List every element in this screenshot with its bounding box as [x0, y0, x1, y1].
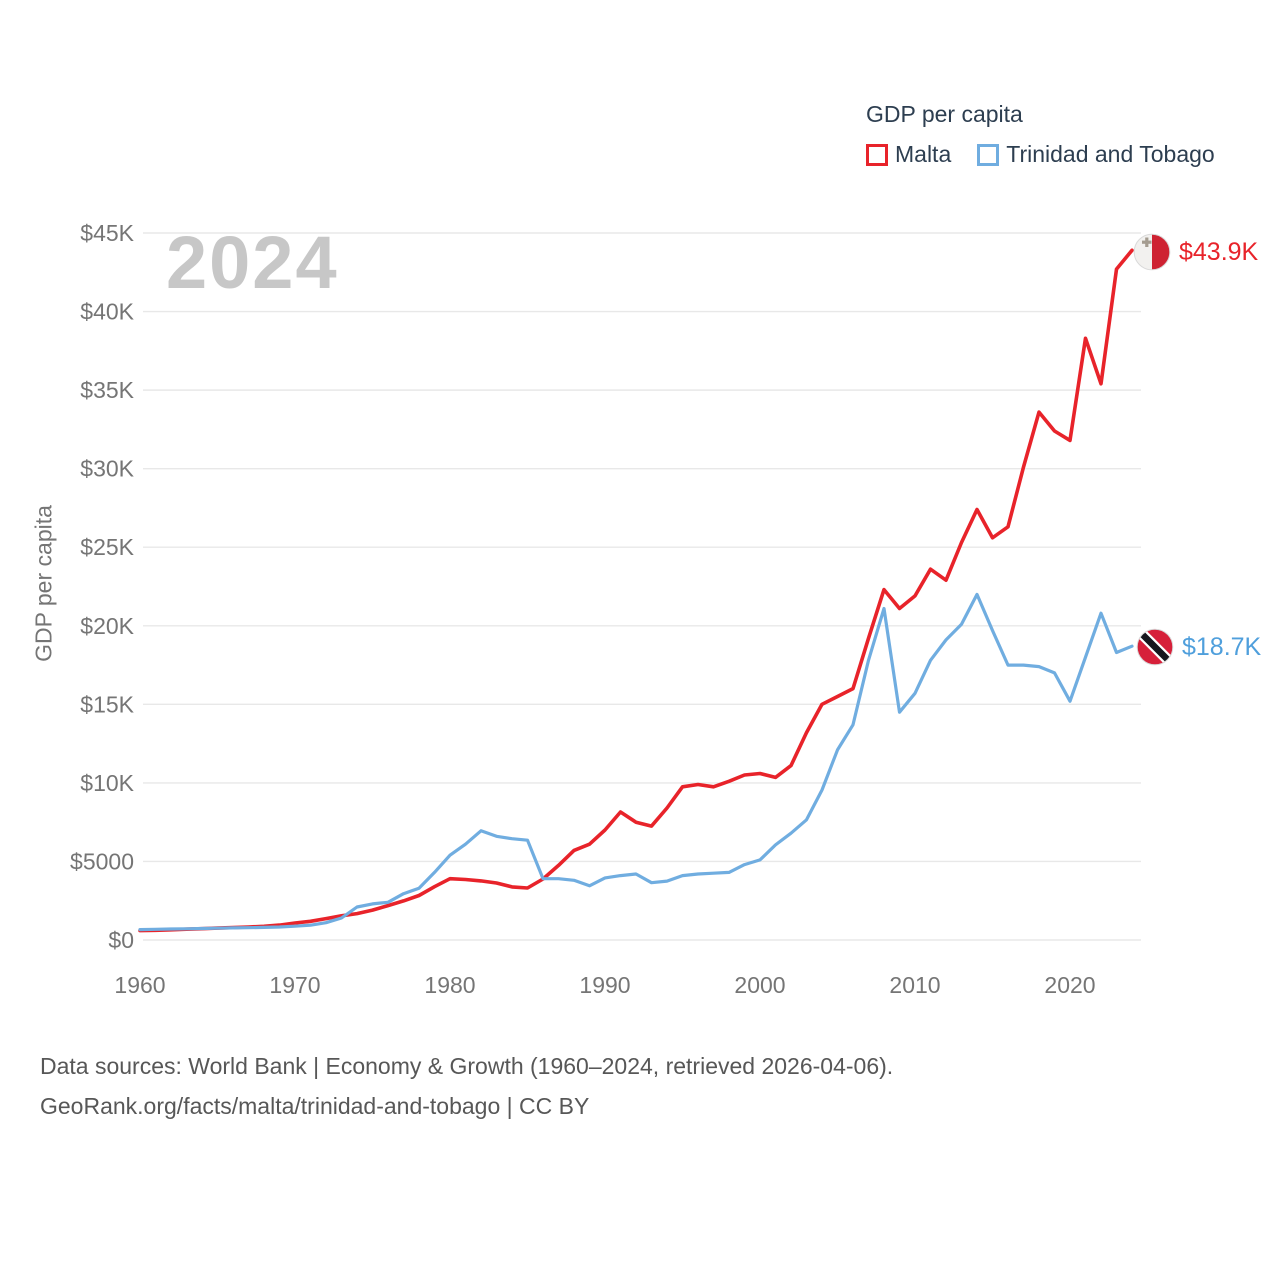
y-tick-label: $10K	[80, 770, 134, 796]
source-url-line: GeoRank.org/facts/malta/trinidad-and-tob…	[40, 1093, 590, 1119]
attribution-footer: Data sources: World Bank | Economy & Gro…	[40, 1046, 893, 1126]
gdp-chart: $0 $5000 $10K $15K $20K $25K $30K $35K $40K $45K 1…	[70, 220, 1141, 998]
trinidad-and-tobago-line	[138, 592, 1134, 932]
legend-item-malta[interactable]: Malta	[866, 141, 951, 168]
y-tick-label: $5000	[70, 848, 134, 874]
x-tick-label: 2020	[1044, 972, 1095, 998]
y-tick-label: $35K	[80, 377, 134, 403]
y-tick-label: $0	[108, 927, 134, 953]
x-tick-label: 2010	[889, 972, 940, 998]
chart-legend: GDP per capita Malta Trinidad and Tobago	[866, 101, 1215, 168]
y-tick-label: $40K	[80, 299, 134, 325]
y-tick-label: $15K	[80, 691, 134, 717]
y-tick-label: $30K	[80, 456, 134, 482]
legend-item-trinidad-and-tobago[interactable]: Trinidad and Tobago	[977, 141, 1215, 168]
x-tick-label: 1980	[424, 972, 475, 998]
year-watermark: 2024	[166, 221, 339, 304]
legend-label-malta: Malta	[895, 141, 952, 167]
malta-end-value: $43.9K	[1179, 237, 1259, 266]
legend-title: GDP per capita	[866, 101, 1023, 127]
trinidad-and-tobago-end-label: $18.7K	[1136, 628, 1261, 666]
y-tick-label: $20K	[80, 613, 134, 639]
malta-flag-icon	[1133, 233, 1171, 271]
malta-swatch	[866, 143, 888, 166]
trinidad-and-tobago-flag-icon	[1136, 628, 1174, 666]
y-axis-title: GDP per capita	[30, 505, 57, 662]
legend-label-trinidad-and-tobago: Trinidad and Tobago	[1006, 141, 1215, 167]
malta-line	[138, 248, 1134, 933]
x-tick-label: 1990	[579, 972, 630, 998]
malta-end-label: $43.9K	[1133, 233, 1258, 271]
x-tick-label: 2000	[734, 972, 785, 998]
y-tick-label: $25K	[80, 534, 134, 560]
x-tick-label: 1970	[269, 972, 320, 998]
legend-items: Malta Trinidad and Tobago	[866, 141, 1215, 168]
trinidad-and-tobago-swatch	[977, 143, 1000, 166]
x-tick-label: 1960	[114, 972, 165, 998]
data-sources-line: Data sources: World Bank | Economy & Gro…	[40, 1053, 894, 1079]
trinidad-and-tobago-end-value: $18.7K	[1182, 632, 1262, 661]
y-tick-label: $45K	[80, 220, 134, 246]
